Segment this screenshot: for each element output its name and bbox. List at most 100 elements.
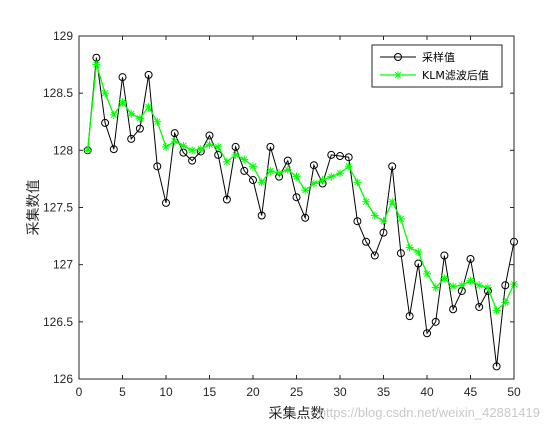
legend: 采样值 KLM滤波后值 [371,44,503,88]
data-point-asterisk [440,274,449,283]
data-point-circle [423,329,431,338]
data-point-asterisk [214,142,223,151]
data-point-circle [379,228,388,237]
asterisk-stroke [310,180,318,187]
data-point-asterisk [135,114,144,123]
data-point-circle [327,150,336,159]
asterisk-stroke [232,151,239,159]
data-point-asterisk [405,243,414,252]
asterisk-stroke [128,110,135,117]
asterisk-stroke [328,173,335,180]
asterisk-stroke [171,138,178,145]
data-point-asterisk [423,269,431,278]
asterisk-stroke [371,212,378,219]
y-tick-label: 129 [53,29,73,43]
x-tick-label: 50 [507,385,521,399]
data-point-asterisk [394,71,402,79]
data-point-asterisk [188,146,197,155]
data-point-asterisk [327,172,336,181]
data-point-circle [475,302,484,311]
asterisk-stroke [441,275,448,282]
asterisk-stroke [197,146,204,153]
data-point-circle [449,305,458,314]
asterisk-stroke [267,167,274,175]
data-point-asterisk [231,150,240,159]
data-point-asterisk [92,60,101,69]
data-point-circle [405,312,414,321]
x-tick-label: 30 [333,385,347,399]
series-line [87,57,515,367]
y-tick-label: 126 [53,372,73,386]
data-point-circle [205,131,214,140]
data-point-asterisk [388,197,397,206]
data-point-circle [388,162,397,171]
watermark: https://blog.csdn.net/weixin_42881419 [319,405,540,420]
data-point-circle [396,249,405,258]
data-point-asterisk [101,89,110,98]
asterisk-stroke [336,170,344,177]
asterisk-stroke [389,198,396,205]
x-tick-label: 5 [119,385,126,399]
data-point-asterisk [283,165,292,174]
data-point-circle [370,251,379,260]
y-tick-label: 128 [53,143,73,157]
data-point-asterisk [466,276,475,285]
asterisk-stroke [293,173,300,180]
asterisk-stroke [502,299,509,306]
data-point-circle [214,150,223,159]
asterisk-stroke [319,176,326,184]
data-point-circle [135,124,144,133]
data-point-circle [292,193,301,202]
data-point-asterisk [353,178,362,187]
data-point-asterisk [144,102,153,111]
data-point-circle [257,211,266,220]
data-point-circle [344,153,353,162]
asterisk-stroke [380,218,387,225]
asterisk-stroke [476,282,483,289]
asterisk-stroke [145,103,152,111]
data-point-circle [162,198,170,207]
data-point-circle [222,195,231,204]
legend-label: KLM滤波后值 [422,69,489,82]
data-point-circle [118,73,127,82]
asterisk-stroke [415,248,422,256]
asterisk-stroke [467,277,474,284]
data-point-circle [440,251,449,260]
asterisk-stroke [84,147,91,154]
data-point-asterisk [257,178,266,187]
asterisk-stroke [275,170,283,177]
asterisk-stroke [493,307,500,314]
data-point-circle [266,142,275,151]
data-point-asterisk [162,142,170,151]
data-point-circle [249,176,257,185]
asterisk-stroke [206,141,213,148]
asterisk-stroke [284,166,291,173]
series-layer [83,53,518,371]
asterisk-stroke [449,283,457,290]
data-point-asterisk [83,146,92,155]
data-point-asterisk [379,217,388,226]
data-point-asterisk [301,186,310,195]
asterisk-stroke [119,99,126,106]
data-point-asterisk [362,197,371,206]
asterisk-stroke [180,142,187,149]
legend-box [371,44,503,88]
asterisk-stroke [397,215,405,223]
data-point-asterisk [222,157,231,166]
x-tick-label: 15 [203,385,217,399]
x-tick-label: 20 [246,385,260,399]
data-point-asterisk [414,248,423,257]
data-point-asterisk [431,283,440,292]
x-tick-label: 0 [76,385,83,399]
data-point-circle [394,53,402,61]
asterisk-stroke [354,179,361,186]
y-tick-label: 127.5 [43,201,73,215]
data-point-asterisk [336,169,344,178]
data-point-asterisk [344,162,353,171]
data-point-circle [231,142,240,151]
data-point-asterisk [205,140,214,149]
data-point-circle [466,254,475,263]
asterisk-stroke [458,282,465,289]
asterisk-stroke [345,163,352,170]
